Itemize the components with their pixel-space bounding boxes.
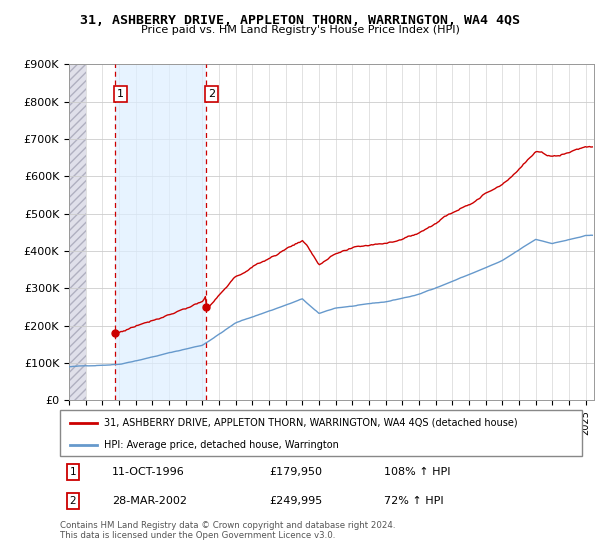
Text: 31, ASHBERRY DRIVE, APPLETON THORN, WARRINGTON, WA4 4QS (detached house): 31, ASHBERRY DRIVE, APPLETON THORN, WARR… [104,418,518,428]
Text: 108% ↑ HPI: 108% ↑ HPI [383,467,450,477]
Text: 72% ↑ HPI: 72% ↑ HPI [383,496,443,506]
Text: £249,995: £249,995 [269,496,322,506]
Text: 11-OCT-1996: 11-OCT-1996 [112,467,185,477]
Text: HPI: Average price, detached house, Warrington: HPI: Average price, detached house, Warr… [104,440,339,450]
Text: 28-MAR-2002: 28-MAR-2002 [112,496,187,506]
Text: Contains HM Land Registry data © Crown copyright and database right 2024.
This d: Contains HM Land Registry data © Crown c… [60,521,395,540]
Text: Price paid vs. HM Land Registry's House Price Index (HPI): Price paid vs. HM Land Registry's House … [140,25,460,35]
Text: 31, ASHBERRY DRIVE, APPLETON THORN, WARRINGTON, WA4 4QS: 31, ASHBERRY DRIVE, APPLETON THORN, WARR… [80,14,520,27]
Bar [115,64,206,400]
Text: 1: 1 [70,467,76,477]
Text: 2: 2 [208,89,215,99]
Text: 1: 1 [117,89,124,99]
Text: £179,950: £179,950 [269,467,322,477]
Bar [69,64,86,400]
Text: 2: 2 [70,496,76,506]
